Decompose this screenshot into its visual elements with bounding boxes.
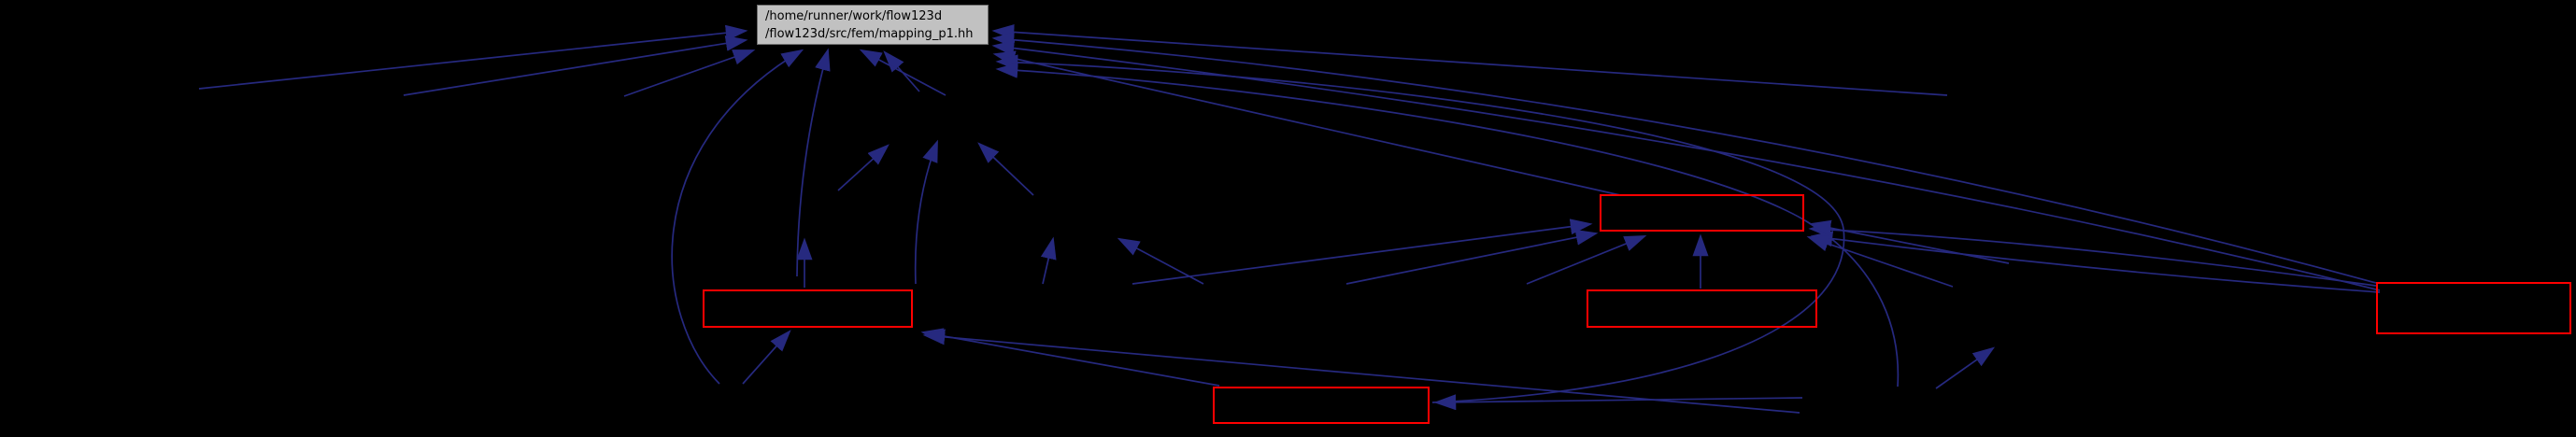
edge-hidden-left-3-to-main xyxy=(623,49,756,97)
edge-hidden-center-2-to-main xyxy=(859,49,946,96)
dependent-node-1[interactable] xyxy=(1600,194,1804,232)
edge-node1-to-main xyxy=(992,50,1621,196)
edge-hidden-bottomleft-to-node2 xyxy=(742,330,791,385)
edge-node5-to-node1-b xyxy=(1810,231,2381,293)
edge-hidden-to-center-node-1 xyxy=(837,144,890,191)
dependent-node-2[interactable] xyxy=(703,289,913,328)
dependent-node-4[interactable] xyxy=(1213,387,1430,424)
node-label-line: /home/runner/work/flow123d xyxy=(765,9,943,23)
edge-hidden-left-1-to-main xyxy=(198,24,748,90)
edge-hidden-right-tail-to-main xyxy=(991,23,1948,96)
edge-hidden-to-center-node-3 xyxy=(977,142,1034,196)
edge-node5-to-main-b xyxy=(991,40,2381,291)
edge-hidden-rank3-3-to-node1 xyxy=(1526,235,1647,285)
edge-hidden-rank3-2-to-node1 xyxy=(1345,229,1599,285)
edge-node4-arc-to-main xyxy=(995,54,1845,403)
node-label-line: /flow123d/src/fem/mapping_p1.hh xyxy=(765,27,974,41)
edge-hidden-bottomright-to-node4 xyxy=(1433,394,1803,411)
edge-hidden-rank3-to-hidden-rank2-b xyxy=(1117,237,1204,285)
edge-node5-to-node1-a xyxy=(1808,221,2377,287)
edge-hidden-to-center-node-2 xyxy=(914,139,938,285)
edge-node4-to-node2 xyxy=(920,328,1220,387)
edge-hidden-bottomright-arc-to-main xyxy=(995,62,1900,388)
main-file-node[interactable]: /home/runner/work/flow123d/flow123d/src/… xyxy=(757,5,989,45)
edge-hidden-rank3-1-to-node1 xyxy=(1131,218,1593,285)
edge-hidden-right-2-to-node1 xyxy=(1806,235,1954,288)
edge-hidden-right-1-to-node1 xyxy=(1808,219,2010,264)
edge-hidden-bottomleft-curve-to-main xyxy=(671,49,804,385)
dependent-node-5[interactable] xyxy=(2376,282,2571,334)
edge-hidden-rank3-to-hidden-rank2-a xyxy=(1040,236,1057,285)
edge-hidden-left-2-to-main xyxy=(403,35,748,96)
edge-node5-to-main-a xyxy=(991,32,2377,284)
dependent-node-3[interactable] xyxy=(1587,289,1817,328)
edge-hidden-bottomright-up-right xyxy=(1935,346,1996,389)
edge-hidden-mid-curve-to-main xyxy=(796,48,831,277)
